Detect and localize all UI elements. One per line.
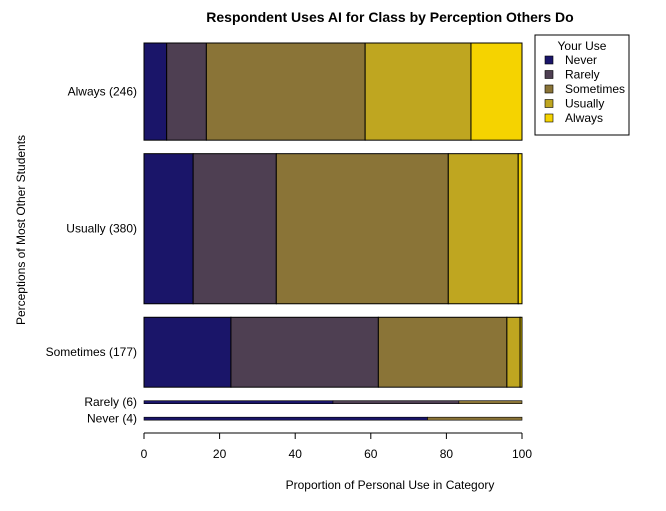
bar-segment-never (143, 400, 334, 404)
x-tick-label: 60 (364, 447, 378, 461)
category-label: Always (246) (68, 85, 137, 99)
bar-segment-never (143, 416, 428, 421)
category-label: Never (4) (87, 412, 137, 426)
bar-segment-always (470, 42, 523, 141)
bar-segment-usually (364, 42, 472, 141)
x-tick-label: 20 (213, 447, 227, 461)
legend-swatch-never (544, 55, 554, 65)
legend-swatch-sometimes (544, 84, 554, 94)
bar-segment-sometimes (205, 42, 366, 141)
x-axis-label: Proportion of Personal Use in Category (286, 478, 495, 492)
bar-segment-never (143, 153, 194, 305)
legend-swatch-usually (544, 99, 554, 108)
bar-segment-never (143, 42, 168, 141)
legend-item-label: Always (565, 111, 603, 125)
legend: Your Use NeverRarelySometimesUsuallyAlwa… (534, 34, 630, 136)
bar-segment-never (143, 316, 232, 388)
bar-segment-rarely (192, 153, 277, 305)
x-axis: 0 20 40 60 80 100 (141, 432, 532, 461)
x-tick-label: 40 (289, 447, 303, 461)
x-tick-label: 100 (512, 447, 532, 461)
x-tick-label: 0 (141, 447, 148, 461)
y-axis-label: Perceptions of Most Other Students (14, 135, 28, 325)
legend-item-label: Never (565, 53, 597, 67)
bar-segment-rarely (332, 400, 460, 404)
bar-segment-always (519, 316, 523, 388)
bar-segment-usually (506, 316, 521, 388)
legend-item-label: Usually (565, 97, 604, 111)
bars-group (143, 42, 523, 421)
x-tick-label: 80 (440, 447, 454, 461)
legend-title: Your Use (558, 39, 607, 53)
bar-segment-rarely (230, 316, 379, 388)
category-labels: Always (246) Usually (380) Sometimes (177)… (46, 85, 137, 426)
category-label: Rarely (6) (84, 395, 137, 409)
category-label: Sometimes (177) (46, 345, 137, 359)
bar-segment-sometimes (427, 416, 523, 421)
legend-swatch-always (544, 113, 554, 123)
bar-segment-sometimes (275, 153, 449, 305)
category-label: Usually (380) (66, 222, 137, 236)
chart-title: Respondent Uses AI for Class by Percepti… (206, 9, 573, 25)
bar-segment-rarely (166, 42, 207, 141)
legend-item-label: Rarely (565, 68, 600, 82)
bar-segment-always (517, 153, 523, 305)
legend-swatch-rarely (544, 70, 554, 79)
legend-item-label: Sometimes (565, 82, 625, 96)
bar-segment-usually (447, 153, 519, 305)
bar-segment-sometimes (458, 400, 523, 404)
bar-segment-sometimes (377, 316, 508, 388)
